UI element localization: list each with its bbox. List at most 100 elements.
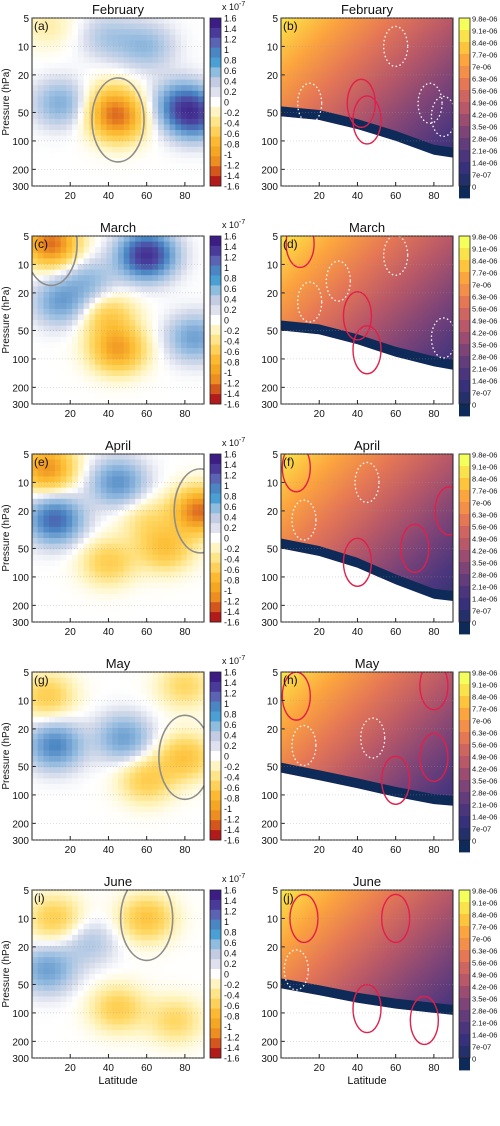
heatmap-cell [169,90,176,97]
heatmap-cell [89,336,96,343]
heatmap-cell [66,812,73,819]
heatmap-cell [140,744,148,751]
heatmap-cell [175,57,182,64]
heatmap-cell [112,303,119,310]
panels: 1.61.41.210.80.60.40.20-0.2-0.4-0.6-0.8-… [1,1,497,1087]
heatmap-cell [135,476,142,483]
heatmap-cell [43,1013,50,1020]
heatmap-cell [146,124,153,131]
heatmap-cell [163,392,171,399]
heatmap-cell [66,694,73,701]
heatmap-cell [106,370,113,377]
heatmap-cell [72,130,79,137]
heatmap-cell [146,470,153,477]
heatmap-cell [140,1035,148,1042]
colorbar-swatch [459,380,470,393]
heatmap-cell [192,733,199,740]
heatmap-cell [198,672,204,679]
heatmap-cell [72,716,79,723]
heatmap-cell [60,554,67,561]
heatmap-cell [60,962,67,969]
heatmap-cell [181,353,188,360]
negative-contour [291,724,317,767]
heatmap-cell [54,934,62,941]
heatmap-cell [152,828,159,835]
heatmap-cell [72,722,79,729]
heatmap-cell [106,292,113,299]
colorbar-tick-label: 9.1e-06 [472,463,497,472]
heatmap-cell [106,1002,113,1009]
heatmap-cell [54,174,62,181]
heatmap-cell [192,789,199,796]
heatmap-cell [152,498,159,505]
heatmap-cell [181,370,188,377]
heatmap-cell [129,795,136,802]
heatmap-cell [106,269,113,276]
heatmap-cell [118,582,125,589]
heatmap-cell [140,521,148,528]
colorbar-swatch [459,526,470,539]
heatmap-cell [135,901,142,908]
heatmap-cell [37,331,45,338]
heatmap-cell [123,465,131,472]
heatmap-cell [60,180,67,186]
heatmap-cell [140,169,148,176]
heatmap-cell [198,683,204,690]
colorbar-tick-label: 1.4e-06 [472,813,497,822]
heatmap-cell [43,74,50,81]
heatmap-cell [140,918,148,925]
heatmap-cell [83,90,90,97]
heatmap-cell [100,498,108,505]
heatmap-cell [37,772,45,779]
heatmap-cell [37,968,45,975]
heatmap-cell [112,470,119,477]
y-tick-label: 10 [18,42,30,53]
heatmap-cell [89,610,96,617]
heatmap-cell [158,834,165,840]
heatmap-cell [186,90,194,97]
heatmap-cell [158,320,165,327]
heatmap-cell [186,29,194,36]
heatmap-cell [152,906,159,913]
heatmap-cell [140,772,148,779]
heatmap-cell [169,951,176,958]
y-tick-label: 10 [267,696,279,707]
colorbar-tick-label: 1.4e-06 [472,159,497,168]
heatmap-cell [123,297,131,304]
heatmap-cell [129,258,136,265]
heatmap-cell [95,320,102,327]
heatmap-cell [192,376,199,383]
heatmap-cell [77,1052,85,1058]
heatmap-cell [100,163,108,170]
heatmap-cell [37,929,45,936]
heatmap-cell [192,750,199,757]
heatmap-cell [54,79,62,86]
heatmap-cell [37,18,45,25]
heatmap-cell [100,582,108,589]
heatmap-cell [146,532,153,539]
colorbar-tick-label: -1.2 [224,815,240,825]
heatmap-cell [181,554,188,561]
heatmap-cell [186,716,194,723]
colorbar-tick-label: 7e-06 [472,717,491,726]
heatmap-cell [100,677,108,684]
heatmap-cell [77,113,85,120]
heatmap-cell [129,610,136,617]
heatmap-cell [43,51,50,58]
heatmap-cell [192,286,199,293]
heatmap-cell [43,901,50,908]
y-tick-label: 5 [272,232,278,243]
heatmap-cell [89,169,96,176]
heatmap-cell [181,180,188,186]
heatmap-cell [123,18,131,25]
heatmap-cell [66,716,73,723]
heatmap-cell [123,113,131,120]
heatmap-cell [181,985,188,992]
colorbar-swatch [459,248,470,261]
heatmap-cell [175,577,182,584]
heatmap-cell [32,180,39,186]
heatmap-cell [37,303,45,310]
heatmap-cell [152,806,159,813]
heatmap-cell [49,744,56,751]
heatmap-cell [100,728,108,735]
